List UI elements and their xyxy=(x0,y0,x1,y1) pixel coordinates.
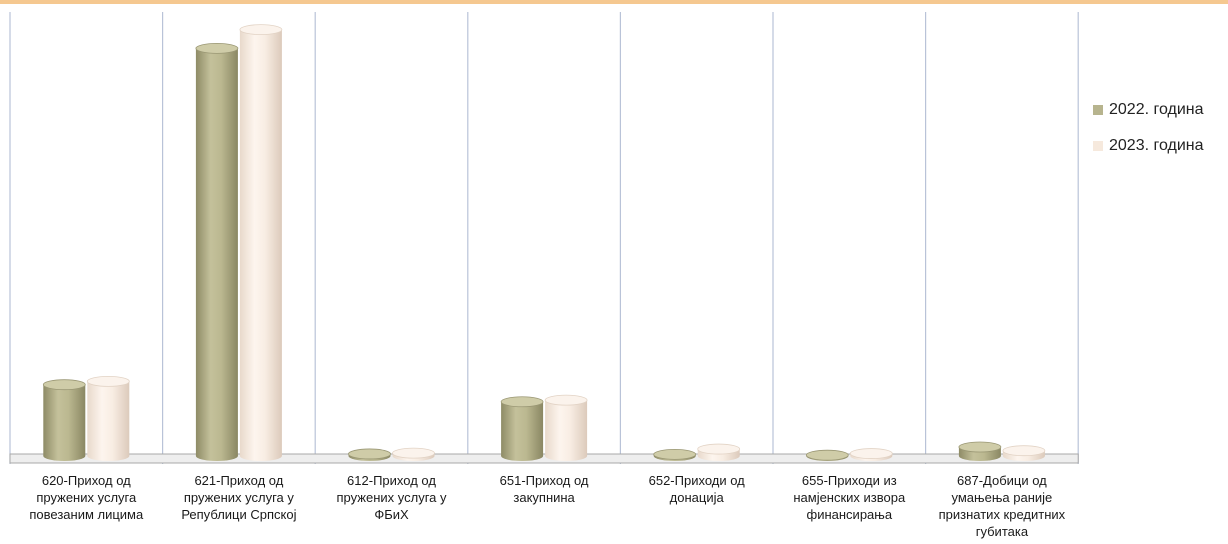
category-label: 655-Приходи из намјенских извора финанси… xyxy=(793,473,906,522)
bar-2022 xyxy=(195,42,239,461)
bar-2022 xyxy=(958,441,1002,461)
category-label: 620-Приход од пружених услуга повезаним … xyxy=(29,473,144,522)
bar-2022 xyxy=(805,449,849,461)
bar-2023 xyxy=(1002,445,1046,461)
top-border xyxy=(0,0,1228,4)
category-label: 612-Приход од пружених услуга у ФБиХ xyxy=(336,473,447,522)
legend-item-2022: 2022. година xyxy=(1093,92,1204,128)
bar-2022 xyxy=(653,448,697,461)
bar-2023 xyxy=(544,394,588,461)
legend: 2022. година 2023. година xyxy=(1093,92,1204,164)
category-label: 687-Добици од умањења раније признатих к… xyxy=(938,473,1066,539)
legend-label-2023: 2023. година xyxy=(1109,137,1204,154)
bar-2023 xyxy=(697,443,741,461)
bar-2023 xyxy=(239,24,283,461)
legend-label-2022: 2022. година xyxy=(1109,101,1204,118)
chart-floor xyxy=(9,453,1079,464)
bar-2022 xyxy=(348,448,391,461)
bar-2023 xyxy=(392,447,435,461)
bar-2022 xyxy=(500,396,544,461)
legend-swatch-2022 xyxy=(1093,105,1103,115)
category-label: 621-Приход од пружених услуга у Републиц… xyxy=(181,473,297,522)
legend-swatch-2023 xyxy=(1093,141,1103,151)
category-label: 651-Приход од закупнина xyxy=(499,473,589,505)
bar-2023 xyxy=(86,376,130,461)
bar-2022 xyxy=(42,379,86,461)
bar-2023 xyxy=(849,448,893,461)
legend-item-2023: 2023. година xyxy=(1093,128,1204,164)
category-label: 652-Приходи од донација xyxy=(648,473,745,505)
